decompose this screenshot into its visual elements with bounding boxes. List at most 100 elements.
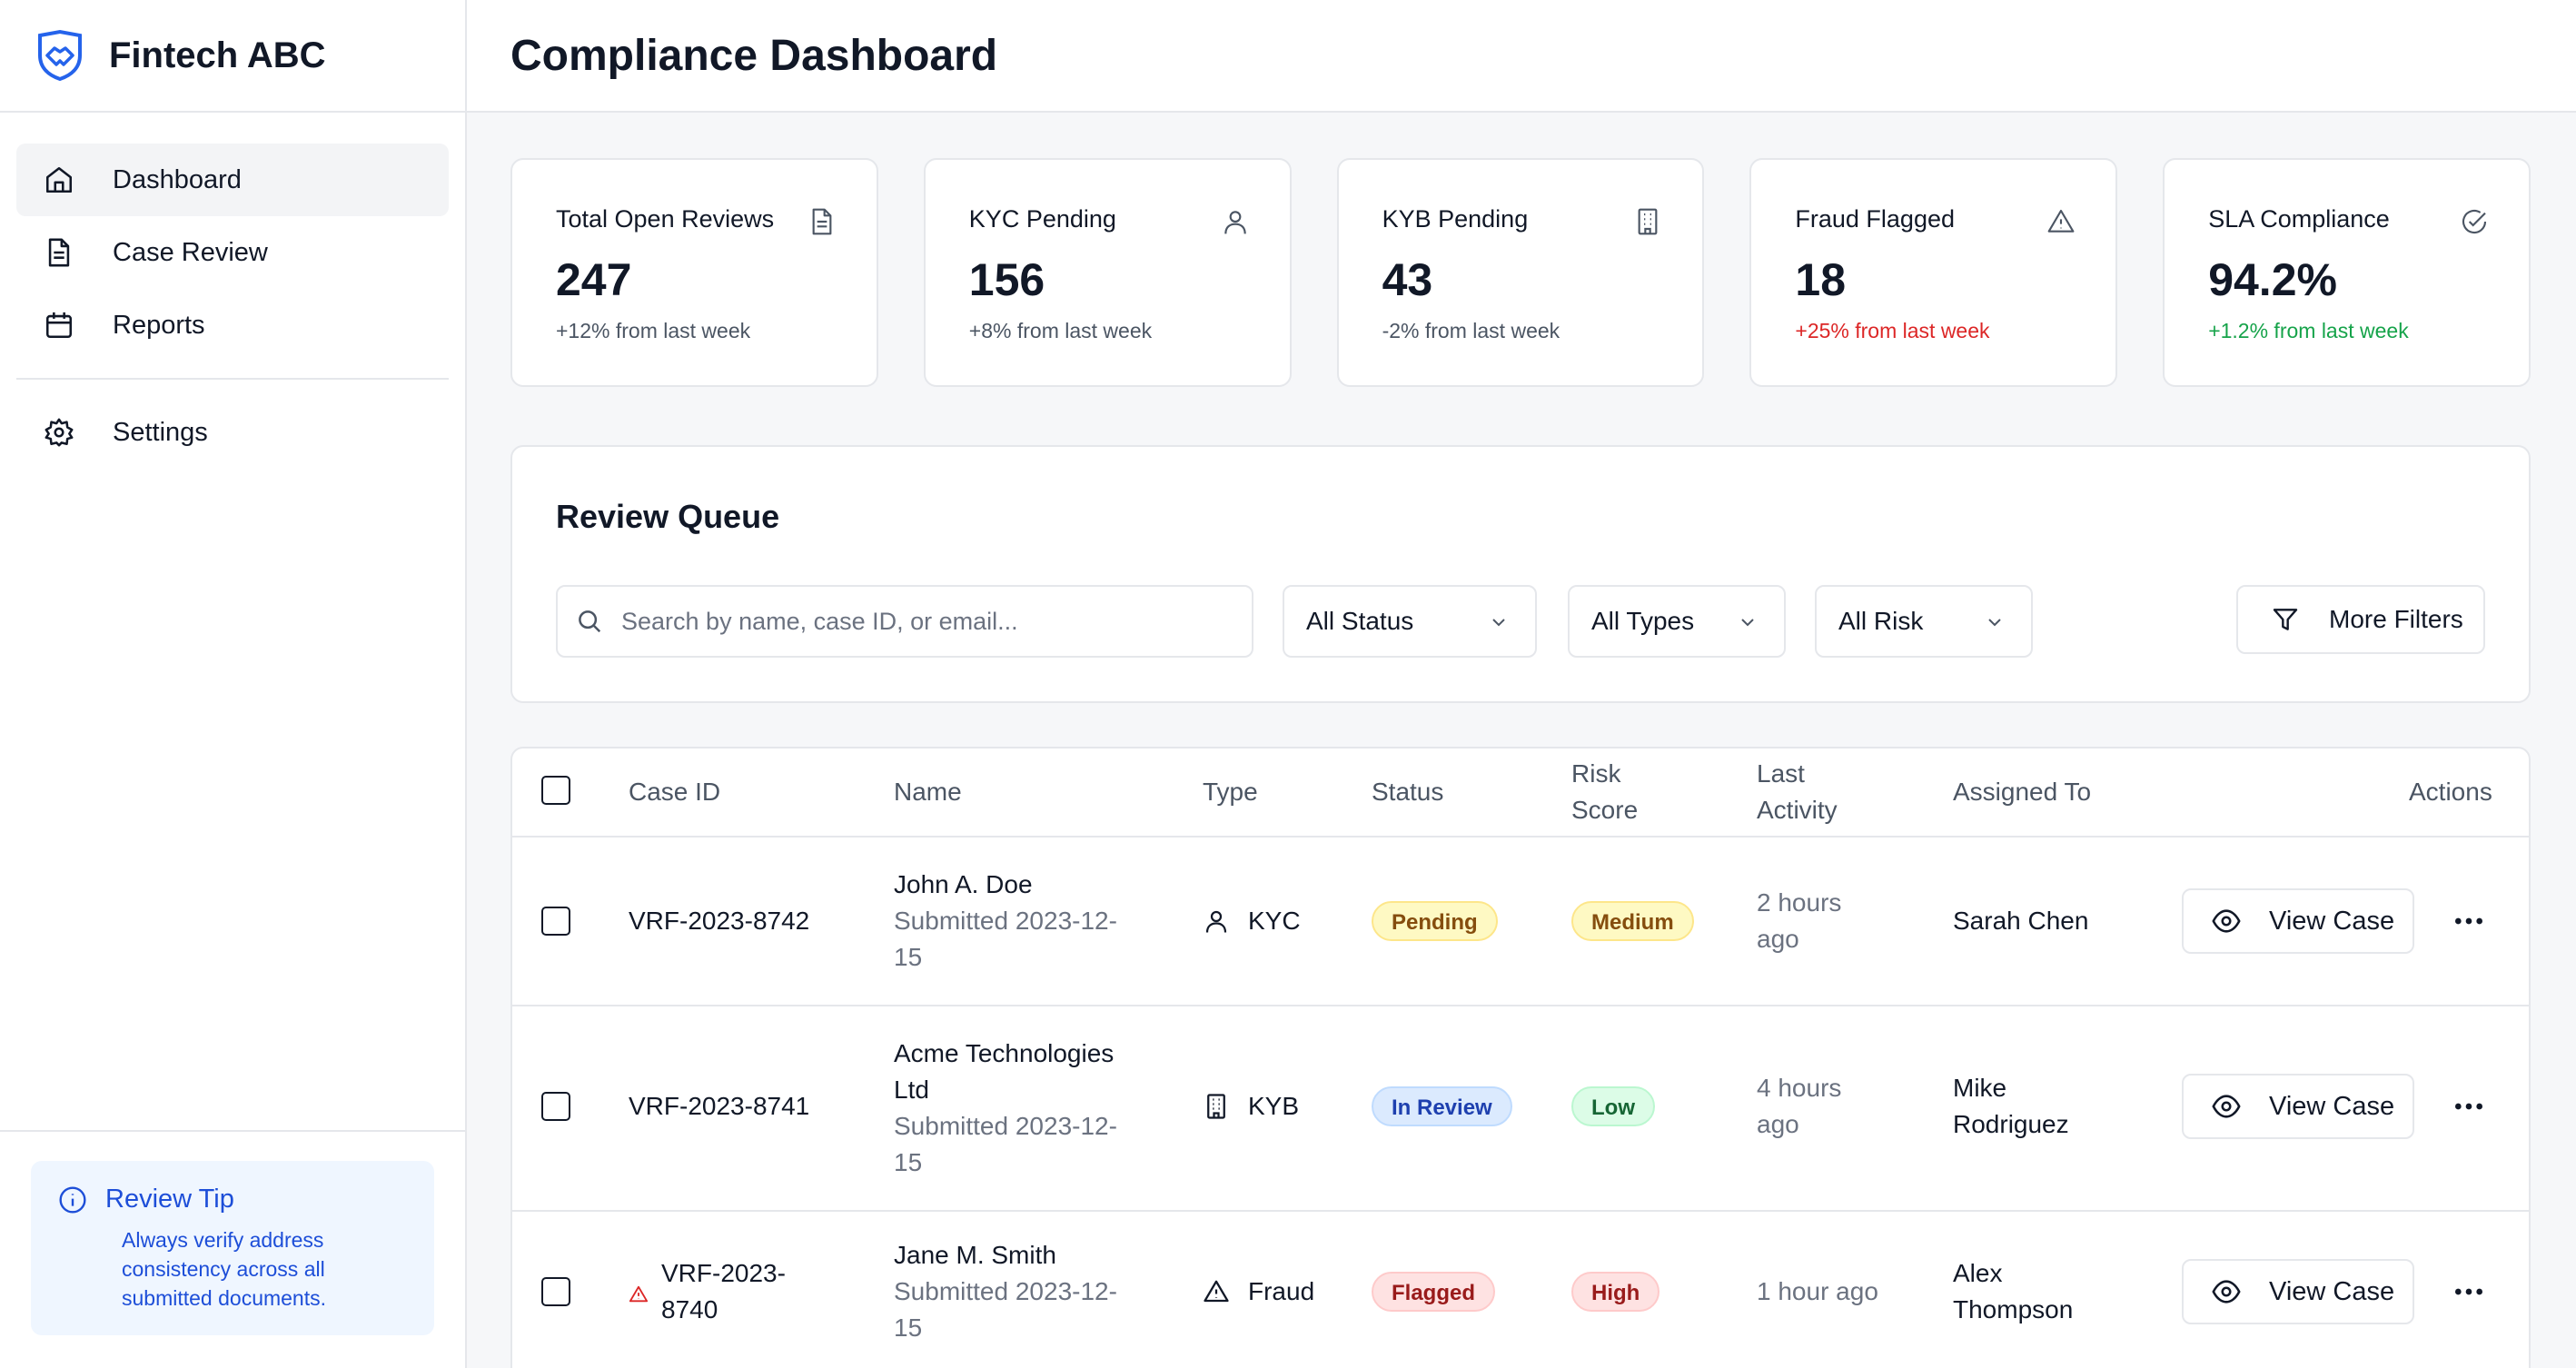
sidebar-footer: Review Tip Always verify address consist…	[0, 1130, 465, 1368]
assigned-to: Alex Thompson	[1953, 1255, 2073, 1328]
case-id[interactable]: VRF-2023-8742	[629, 907, 810, 935]
assignee-line: Alex	[1953, 1259, 2003, 1287]
more-filters-button[interactable]: More Filters	[2236, 585, 2485, 654]
column-header-type[interactable]: Type	[1203, 778, 1258, 806]
card-value: 18	[1795, 254, 1847, 305]
header-line: Score	[1571, 796, 1639, 824]
eye-icon	[2212, 909, 2241, 933]
card-delta: +1.2% from last week	[2208, 319, 2409, 342]
applicant-name: John A. Doe	[894, 870, 1033, 898]
sidebar-item-label: Settings	[113, 417, 208, 447]
sidebar-item-case-review[interactable]: Case Review	[16, 216, 449, 289]
column-header-status[interactable]: Status	[1372, 778, 1444, 806]
brand-name: Fintech ABC	[109, 35, 326, 75]
case-id[interactable]: VRF-2023-8741	[629, 1092, 810, 1120]
sidebar-item-dashboard[interactable]: Dashboard	[16, 144, 449, 216]
card-value: 43	[1382, 254, 1433, 305]
chevron-down-icon	[1988, 619, 2001, 627]
filter-icon	[2273, 609, 2298, 630]
view-case-label: View Case	[2269, 1276, 2395, 1306]
applicant-cell: Jane M. Smith Submitted 2023-12- 15	[894, 1237, 1117, 1346]
view-case-button[interactable]: View Case	[2182, 1074, 2414, 1139]
risk-badge: Medium	[1571, 901, 1694, 941]
chevron-down-icon	[1741, 619, 1754, 627]
calendar-icon	[45, 312, 73, 339]
applicant-name: Acme Technologies	[894, 1039, 1115, 1067]
assignee-line: Rodriguez	[1953, 1110, 2069, 1138]
row-checkbox[interactable]	[541, 1277, 570, 1306]
cases-table: Case ID Name Type Status Risk Score Last…	[510, 747, 2531, 1368]
review-queue-title: Review Queue	[556, 498, 780, 535]
type-filter-select[interactable]: All Types	[1568, 585, 1786, 658]
submitted-date: 15	[894, 1148, 923, 1176]
tip-body: Always verify address consistency across…	[122, 1225, 407, 1313]
submitted-date: Submitted 2023-12-	[894, 1277, 1117, 1305]
gear-icon	[45, 418, 74, 447]
assigned-to: Sarah Chen	[1953, 907, 2089, 935]
sidebar-item-settings[interactable]: Settings	[16, 396, 449, 469]
view-case-label: View Case	[2269, 906, 2395, 936]
stat-card-sla-compliance: SLA Compliance 94.2% +1.2% from last wee…	[2163, 158, 2531, 387]
status-filter-select[interactable]: All Status	[1283, 585, 1537, 658]
top-bar: Compliance Dashboard	[467, 0, 2576, 113]
card-title: KYC Pending	[968, 205, 1116, 233]
assigned-to: Mike Rodriguez	[1953, 1070, 2069, 1143]
row-checkbox[interactable]	[541, 907, 570, 936]
warning-icon	[629, 1285, 649, 1303]
case-id[interactable]: VRF-2023- 8740	[661, 1255, 786, 1328]
column-header-last-activity[interactable]: Last Activity	[1757, 756, 1838, 828]
sidebar-item-label: Dashboard	[113, 164, 242, 194]
more-actions-icon[interactable]	[2451, 1274, 2487, 1310]
last-activity: 4 hours ago	[1757, 1070, 1841, 1143]
review-queue-panel: Review Queue All Status All Types All Ri…	[510, 445, 2531, 703]
type-label: Fraud	[1248, 1277, 1315, 1305]
card-delta: +25% from last week	[1795, 319, 1990, 342]
column-header-name[interactable]: Name	[894, 778, 962, 806]
last-activity: 2 hours ago	[1757, 885, 1841, 957]
type-label: KYC	[1248, 907, 1301, 935]
column-header-assigned-to[interactable]: Assigned To	[1953, 778, 2092, 806]
eye-icon	[2212, 1095, 2241, 1118]
type-cell: KYB	[1203, 1088, 1299, 1125]
table-header: Case ID Name Type Status Risk Score Last…	[512, 748, 2529, 838]
risk-filter-value: All Risk	[1838, 607, 1924, 635]
eye-icon	[2212, 1280, 2241, 1304]
risk-badge: High	[1571, 1272, 1660, 1312]
status-badge: In Review	[1372, 1086, 1512, 1126]
search-input[interactable]	[621, 607, 1239, 636]
document-icon	[812, 208, 832, 235]
tip-title: Review Tip	[105, 1185, 234, 1214]
assignee-line: Mike	[1953, 1074, 2007, 1102]
risk-filter-select[interactable]: All Risk	[1815, 585, 2033, 658]
applicant-cell: John A. Doe Submitted 2023-12- 15	[894, 867, 1117, 976]
tip-line: Always verify address	[122, 1228, 324, 1252]
column-header-case-id[interactable]: Case ID	[629, 778, 721, 806]
view-case-button[interactable]: View Case	[2182, 1259, 2414, 1324]
header-line: Activity	[1757, 796, 1838, 824]
user-icon	[1205, 910, 1227, 933]
applicant-cell: Acme Technologies Ltd Submitted 2023-12-…	[894, 1036, 1117, 1181]
table-row: VRF-2023-8742 John A. Doe Submitted 2023…	[512, 838, 2529, 1006]
info-icon	[59, 1185, 86, 1214]
activity-line: 2 hours	[1757, 888, 1842, 917]
select-all-checkbox[interactable]	[541, 776, 570, 805]
applicant-name: Ltd	[894, 1076, 929, 1104]
handshake-shield-logo-icon	[38, 29, 82, 82]
table-row: VRF-2023- 8740 Jane M. Smith Submitted 2…	[512, 1212, 2529, 1368]
row-checkbox[interactable]	[541, 1092, 570, 1121]
column-header-risk-score[interactable]: Risk Score	[1571, 756, 1638, 828]
status-badge: Pending	[1372, 901, 1498, 941]
column-header-actions: Actions	[2409, 778, 2492, 806]
more-actions-icon[interactable]	[2451, 903, 2487, 939]
sidebar-item-reports[interactable]: Reports	[16, 289, 449, 362]
tip-header: Review Tip	[58, 1185, 407, 1214]
view-case-button[interactable]: View Case	[2182, 888, 2414, 954]
card-title: KYB Pending	[1382, 205, 1529, 233]
stat-card-fraud-flagged: Fraud Flagged 18 +25% from last week	[1749, 158, 2118, 387]
sidebar-nav: Dashboard Case Review Reports Settings	[0, 113, 465, 469]
search-icon	[579, 610, 601, 633]
type-label: KYB	[1248, 1092, 1300, 1120]
more-actions-icon[interactable]	[2451, 1088, 2487, 1125]
chevron-down-icon	[1492, 619, 1505, 627]
type-cell: Fraud	[1203, 1274, 1314, 1310]
